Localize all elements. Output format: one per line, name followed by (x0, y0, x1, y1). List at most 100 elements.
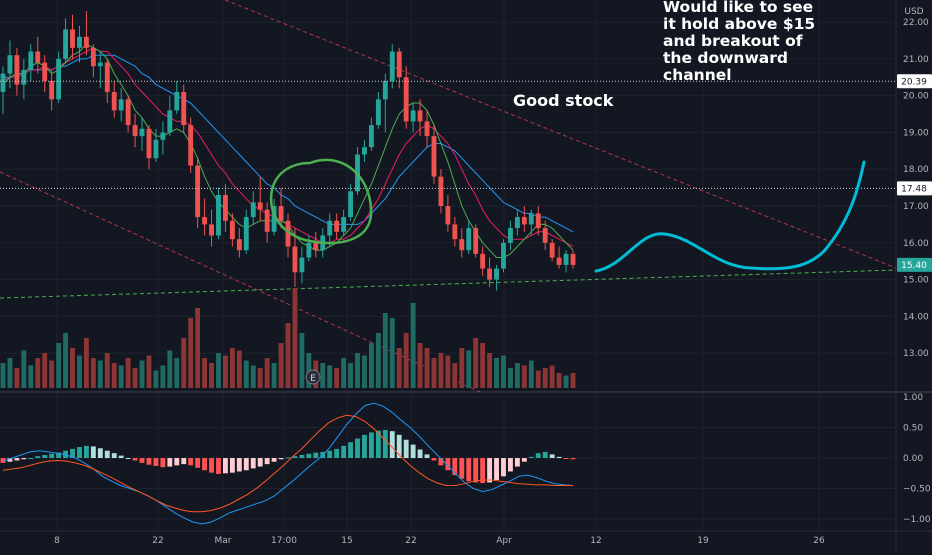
volume-bar (494, 358, 499, 388)
volume-bar (299, 333, 305, 388)
volume-bar (341, 358, 347, 388)
volume-bar (125, 358, 131, 388)
macd-histogram-bar (355, 438, 360, 459)
volume-bar (63, 333, 68, 388)
volume-bar (389, 318, 395, 388)
volume-bar (56, 343, 62, 388)
candle-body (49, 80, 55, 100)
macd-histogram-bar (285, 457, 291, 459)
volume-bar (49, 360, 55, 388)
macd-histogram-bar (563, 458, 569, 460)
volume-bar (83, 338, 89, 388)
macd-histogram-bar (223, 458, 228, 474)
candle-body (549, 242, 555, 258)
volume-bar (160, 365, 166, 388)
candle-body (570, 253, 576, 265)
volume-bar (21, 350, 27, 388)
candle-body (341, 217, 347, 232)
macd-histogram-bar (424, 454, 430, 459)
price-marker-label: 17.48 (901, 184, 927, 194)
candle-body (139, 128, 145, 137)
volume-bar (501, 355, 506, 388)
price-tick-label: 22.00 (903, 18, 929, 28)
volume-bar (334, 368, 340, 388)
price-tick-label: 16.00 (903, 239, 929, 249)
volume-bar (223, 355, 228, 388)
volume-bar (466, 350, 472, 388)
candle-body (63, 29, 68, 59)
time-tick-label: 19 (697, 536, 709, 546)
macd-histogram-bar (431, 458, 437, 461)
candle-body (111, 91, 117, 111)
volume-bar (348, 363, 353, 388)
earnings-marker[interactable]: E (305, 369, 321, 385)
time-tick-label: 26 (813, 536, 825, 546)
volume-bar (514, 363, 520, 388)
macd-histogram-bar (90, 446, 96, 459)
macd-histogram-bar (535, 453, 541, 459)
candle-body (202, 217, 208, 225)
macd-histogram-bar (271, 458, 277, 462)
volume-bar (473, 338, 479, 388)
volume-bar (195, 308, 201, 388)
volume-bar (90, 358, 96, 388)
candle-body (542, 228, 548, 243)
candle-body (83, 36, 89, 48)
macd-histogram-bar (83, 445, 89, 459)
candle-body (250, 202, 256, 218)
candle-body (459, 239, 465, 251)
candle-body (42, 62, 48, 81)
macd-histogram-bar (49, 453, 55, 459)
macd-histogram-bar (542, 451, 548, 459)
candle-body (362, 147, 367, 155)
price-marker-box (897, 74, 932, 89)
volume-bar (14, 368, 20, 388)
volume-bar (508, 368, 513, 388)
macd-histogram-bar (181, 458, 187, 465)
candle-body (292, 246, 298, 273)
volume-bar (174, 358, 180, 388)
note-line-4: the downward (663, 49, 788, 67)
macd-histogram-bar (0, 458, 6, 463)
macd-histogram-bar (14, 458, 20, 461)
time-tick-label: 17:00 (271, 536, 297, 546)
macd-histogram-bar (139, 458, 145, 463)
macd-histogram-bar (508, 458, 513, 472)
candle-body (410, 110, 416, 122)
macd-histogram-bar (459, 458, 465, 479)
volume-bar (132, 368, 138, 388)
candle-body (521, 217, 527, 225)
candle-body (257, 202, 263, 210)
candle-body (382, 80, 388, 100)
candle-body (438, 176, 444, 207)
candle-body (348, 191, 353, 218)
macd-histogram-bar (70, 448, 75, 459)
price-marker-box (897, 181, 932, 196)
volume-bar (188, 318, 194, 388)
candle-body (528, 213, 534, 225)
candle-body (229, 220, 235, 240)
volume-bar (243, 360, 249, 388)
macd-histogram-bar (445, 458, 451, 471)
earnings-marker-circle[interactable] (305, 369, 321, 385)
macd-histogram-bar (229, 458, 235, 473)
volume-bar (327, 365, 333, 388)
volume-bar (424, 348, 430, 388)
candle-body (146, 128, 152, 159)
volume-bar (431, 358, 437, 388)
price-marker-label: 20.39 (901, 77, 927, 87)
volume-bar (181, 338, 187, 388)
macd-histogram-bar (125, 458, 131, 460)
candle-body (480, 253, 486, 269)
candle-body (514, 217, 520, 229)
candle-body (334, 220, 340, 232)
earnings-marker-label: E (310, 374, 316, 384)
price-tick-label: 20.00 (903, 92, 929, 102)
candle-body (118, 99, 124, 111)
macd-histogram-bar (528, 456, 534, 459)
volume-bar (229, 348, 235, 388)
candle-body (7, 55, 13, 74)
volume-bar (368, 343, 374, 388)
candle-body (431, 136, 437, 177)
